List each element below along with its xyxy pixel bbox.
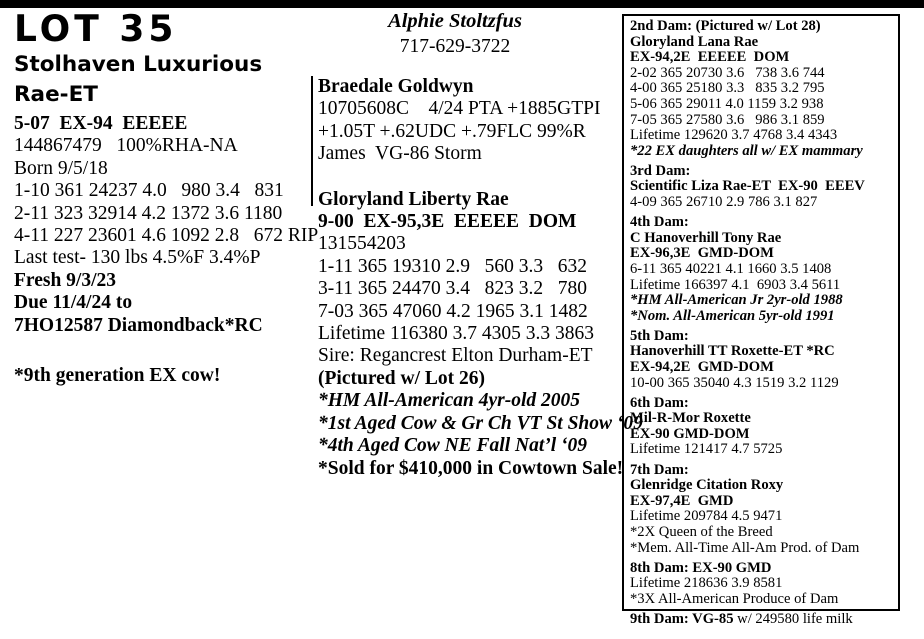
classification-score: 5-07 EX-94 EEEEE bbox=[14, 113, 188, 134]
due-date: Due 11/4/24 to bbox=[14, 292, 133, 314]
consignor-name: Alphie Stoltzfus bbox=[388, 10, 522, 32]
dam6-score: EX-90 GMD-DOM bbox=[630, 425, 750, 442]
dam7-name: Glenridge Citation Roxy bbox=[630, 477, 784, 494]
dam-milk-record: 7-03 365 47060 4.2 1965 3.1 1482 bbox=[318, 300, 588, 322]
dam2-note: *22 EX daughters all w/ EX mammary bbox=[630, 142, 863, 159]
dam2-record: 4-00 365 25180 3.3 835 3.2 795 bbox=[630, 80, 825, 97]
dam7-honor: *Mem. All-Time All-Am Prod. of Dam bbox=[630, 539, 860, 556]
dam4-lifetime: Lifetime 166397 4.1 6903 3.4 5611 bbox=[630, 276, 841, 293]
dam7-lifetime: Lifetime 209784 4.5 9471 bbox=[630, 508, 783, 525]
registration-number: 144867479 100%RHA-NA bbox=[14, 135, 238, 157]
consignor-phone: 717-629-3722 bbox=[399, 36, 511, 57]
dam4-score: EX-96,3E GMD-DOM bbox=[630, 245, 774, 262]
dam2-name: Gloryland Lana Rae bbox=[630, 33, 759, 50]
dam8-honor: *3X All-American Produce of Dam bbox=[630, 590, 839, 607]
dam7-heading: 7th Dam: bbox=[630, 461, 689, 478]
last-test: Last test- 130 lbs 4.5%F 3.4%P bbox=[14, 247, 261, 269]
dam6-lifetime: Lifetime 121417 4.7 5725 bbox=[630, 441, 783, 458]
dam3-name: Scientific Liza Rae-ET EX-90 EEEV bbox=[630, 178, 865, 195]
dam5-score: EX-94,2E GMD-DOM bbox=[630, 358, 774, 375]
animal-name: Stolhaven Luxurious Rae-ET bbox=[14, 52, 263, 107]
sire-block: Braedale Goldwyn 10705608C 4/24 PTA +188… bbox=[310, 76, 622, 166]
dam-sire-line: Sire: Regancrest Elton Durham-ET bbox=[318, 345, 593, 367]
dam2-lifetime: Lifetime 129620 3.7 4768 3.4 4343 bbox=[630, 127, 838, 144]
dam-honor: *1st Aged Cow & Gr Ch VT St Show ‘09 bbox=[318, 412, 643, 434]
dam4-honor: *HM All-American Jr 2yr-old 1988 bbox=[630, 292, 843, 309]
fresh-date: Fresh 9/3/23 bbox=[14, 269, 117, 291]
dam-honor: *HM All-American 4yr-old 2005 bbox=[318, 390, 580, 412]
dam4-honor: *Nom. All-American 5yr-old 1991 bbox=[630, 307, 835, 324]
generation-note: *9th generation EX cow! bbox=[14, 365, 221, 387]
dam-registration: 131554203 bbox=[318, 233, 406, 255]
dam7-score: EX-97,4E GMD bbox=[630, 492, 734, 509]
pedigree-column: Alphie Stoltzfus 717-629-3722 Braedale G… bbox=[310, 8, 643, 480]
dam2-record: 5-06 365 29011 4.0 1159 3.2 938 bbox=[630, 95, 824, 112]
milk-record: 4-11 227 23601 4.6 1092 2.8 672 RIP bbox=[14, 225, 319, 247]
dam4-record: 6-11 365 40221 4.1 1660 3.5 1408 bbox=[630, 260, 832, 277]
dam4-heading: 4th Dam: bbox=[630, 214, 689, 231]
lot-number: LOT 35 bbox=[14, 8, 178, 51]
dam2-record: 2-02 365 20730 3.6 738 3.6 744 bbox=[630, 64, 825, 81]
sire-parents: James VG-86 Storm bbox=[318, 143, 482, 165]
maternal-line-box: 2nd Dam: (Pictured w/ Lot 28) Gloryland … bbox=[622, 14, 900, 627]
birth-date: Born 9/5/18 bbox=[14, 157, 108, 179]
dam-block: Gloryland Liberty Rae 9-00 EX-95,3E EEEE… bbox=[310, 188, 643, 480]
dam-milk-record: 1-11 365 19310 2.9 560 3.3 632 bbox=[318, 255, 588, 277]
dam4-name: C Hanoverhill Tony Rae bbox=[630, 229, 782, 246]
service-sire: 7HO12587 Diamondback*RC bbox=[14, 314, 263, 336]
lot-info-column: LOT 35 Stolhaven Luxurious Rae-ET 5-07 E… bbox=[14, 8, 319, 387]
dam-pictured-note: (Pictured w/ Lot 26) bbox=[318, 367, 485, 389]
dam-sold-note: *Sold for $410,000 in Cowtown Sale! bbox=[318, 457, 624, 479]
dam8-heading: 8th Dam: EX-90 GMD bbox=[630, 559, 772, 576]
consignor-block: Alphie Stoltzfus 717-629-3722 bbox=[310, 8, 600, 60]
dam2-heading: 2nd Dam: (Pictured w/ Lot 28) bbox=[630, 18, 821, 34]
milk-record: 2-11 323 32914 4.2 1372 3.6 1180 bbox=[14, 202, 283, 224]
dam2-record: 7-05 365 27580 3.6 986 3.1 859 bbox=[630, 111, 825, 128]
pedigree-bracket-line bbox=[311, 76, 313, 206]
dam-name: Gloryland Liberty Rae bbox=[318, 188, 509, 210]
dam3-heading: 3rd Dam: bbox=[630, 162, 691, 179]
dam5-heading: 5th Dam: bbox=[630, 327, 689, 344]
dam6-heading: 6th Dam: bbox=[630, 394, 689, 411]
dam9-heading: 9th Dam: VG-85 bbox=[630, 610, 734, 627]
dam6-name: Mil-R-Mor Roxette bbox=[630, 410, 751, 427]
dam-score: 9-00 EX-95,3E EEEEE DOM bbox=[318, 211, 577, 233]
dam9-line: 9th Dam: VG-85 w/ 249580 life milk bbox=[630, 610, 898, 628]
dam9-detail: w/ 249580 life milk bbox=[733, 610, 853, 627]
sire-name: Braedale Goldwyn bbox=[318, 76, 474, 97]
dam8-lifetime: Lifetime 218636 3.9 8581 bbox=[630, 575, 783, 592]
dam-milk-record: 3-11 365 24470 3.4 823 3.2 780 bbox=[318, 278, 588, 300]
dam5-record: 10-00 365 35040 4.3 1519 3.2 1129 bbox=[630, 374, 839, 391]
sire-linear: +1.05T +.62UDC +.79FLC 99%R bbox=[318, 120, 586, 142]
sire-reg-pta: 10705608C 4/24 PTA +1885GTPI bbox=[318, 98, 601, 120]
dam-honor: *4th Aged Cow NE Fall Nat’l ‘09 bbox=[318, 435, 588, 457]
dam-lifetime-record: Lifetime 116380 3.7 4305 3.3 3863 bbox=[318, 323, 595, 345]
dam7-honor: *2X Queen of the Breed bbox=[630, 523, 773, 540]
dam5-name: Hanoverhill TT Roxette-ET *RC bbox=[630, 343, 835, 360]
milk-record: 1-10 361 24237 4.0 980 3.4 831 bbox=[14, 180, 284, 202]
page-divider-bar bbox=[0, 0, 924, 8]
dam3-record: 4-09 365 26710 2.9 786 3.1 827 bbox=[630, 194, 818, 211]
dam2-score: EX-94,2E EEEEE DOM bbox=[630, 49, 790, 66]
